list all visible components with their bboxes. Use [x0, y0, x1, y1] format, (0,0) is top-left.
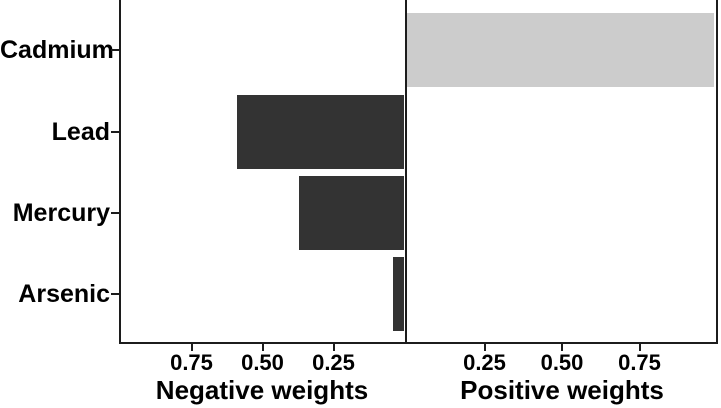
x-axis-tick-label: 0.50 — [540, 350, 584, 375]
x-axis-tick-label: 0.75 — [170, 350, 213, 375]
category-label-lead: Lead — [51, 118, 110, 146]
x-axis-tick — [638, 344, 641, 351]
left-panel-axis-line — [118, 0, 121, 344]
x-axis-tick-label: 0.50 — [241, 350, 284, 375]
category-label-arsenic: Arsenic — [18, 279, 110, 308]
x-axis-tick — [190, 344, 193, 351]
bar-cadmium — [407, 13, 714, 87]
x-axis-tick — [483, 344, 486, 351]
right-panel-border-line — [715, 0, 718, 344]
category-label-mercury: Mercury — [12, 199, 110, 227]
y-axis-tick-arsenic — [110, 292, 119, 295]
x-axis-tick-label: 0.25 — [312, 350, 355, 375]
x-axis-tick — [261, 344, 264, 351]
x-axis-tick-label: 0.25 — [463, 350, 506, 375]
x-axis-tick — [332, 344, 335, 351]
bar-arsenic — [393, 256, 405, 331]
y-axis-tick-mercury — [110, 212, 119, 214]
bar-lead — [236, 95, 405, 169]
negative-weights-axis-title: Negative weights — [155, 375, 369, 405]
x-axis-tick-label: 0.75 — [618, 350, 661, 375]
category-label-cadmium: Cadmium — [0, 36, 114, 64]
x-axis-tick — [561, 344, 563, 351]
positive-weights-axis-title: Positive weights — [460, 375, 664, 405]
y-axis-tick-lead — [110, 131, 119, 133]
x-axis-line — [118, 342, 718, 345]
y-axis-tick-cadmium — [110, 49, 119, 51]
panel-divider-axis-line — [404, 0, 407, 344]
bar-mercury — [299, 176, 405, 250]
